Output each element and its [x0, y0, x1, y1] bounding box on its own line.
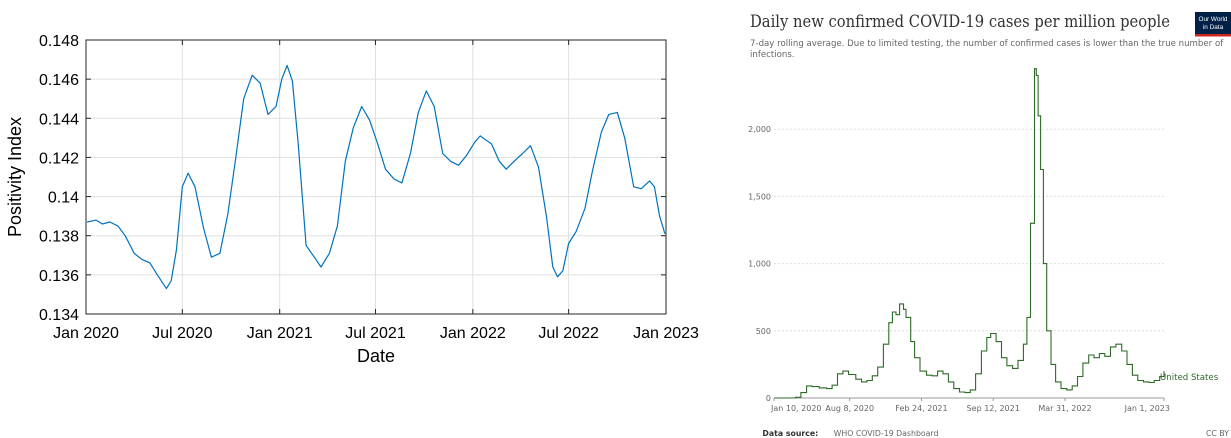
- y-tick-label: 0.142: [39, 150, 79, 167]
- owid-covid-chart: Daily new confirmed COVID-19 cases per m…: [748, 12, 1231, 438]
- y-tick-label: 0.146: [39, 72, 79, 89]
- x-tick-label: Jan 2022: [440, 325, 506, 342]
- positivity-index-line: [86, 64, 666, 290]
- plot-frame: [85, 39, 667, 315]
- x-tick-label: Jan 2023: [633, 325, 699, 342]
- y-tick-label: 0.144: [39, 111, 79, 128]
- y-tick-label: 0.136: [39, 268, 79, 285]
- x-tick-label: Jan 1, 2023: [1124, 404, 1170, 413]
- x-tick-label: Feb 24, 2021: [895, 404, 947, 413]
- x-tick-label: Jan 2021: [247, 325, 313, 342]
- series-line: [86, 64, 666, 290]
- data-source-label: Data source:: [762, 429, 818, 438]
- logo-text-line-1: Our World: [1198, 16, 1227, 23]
- y-tick-label: 0.134: [39, 307, 79, 324]
- x-tick-label: Jan 2020: [53, 325, 119, 342]
- grid: [774, 128, 1164, 399]
- y-tick-label: 0: [766, 394, 771, 403]
- data-source-value: WHO COVID-19 Dashboard: [834, 429, 939, 438]
- chart-title: Daily new confirmed COVID-19 cases per m…: [750, 12, 1170, 31]
- x-tick-label: Sep 12, 2021: [967, 404, 1020, 413]
- y-tick-label: 1,500: [748, 192, 771, 201]
- united-states-line[interactable]: [774, 68, 1165, 399]
- logo-text-line-2: in Data: [1203, 24, 1224, 31]
- chart-subtitle-line-1: 7-day rolling average. Due to limited te…: [750, 39, 1224, 49]
- y-tick-label: 0.14: [48, 190, 79, 207]
- license[interactable]: CC BY: [1206, 429, 1229, 438]
- x-tick-label: Jan 10, 2020: [770, 404, 822, 413]
- y-tick-label: 1,000: [748, 260, 771, 269]
- x-tick-label: Mar 31, 2022: [1038, 404, 1091, 413]
- y-tick-label: 0.138: [39, 229, 79, 246]
- y-axis-label: Positivity Index: [5, 117, 25, 237]
- ticks: 0.134 0.136 0.138 0.14 0.142 0.144 0.146 0.148 J…: [39, 33, 699, 342]
- y-tick-label: 0.148: [39, 33, 79, 50]
- x-tick-label: Jul 2022: [538, 325, 599, 342]
- series-label-united-states[interactable]: United States: [1160, 373, 1219, 383]
- x-tick-label: Jul 2020: [152, 325, 213, 342]
- ticks: 0 500 1,000 1,500 2,000 Jan 10, 2020 Aug 8, 20…: [748, 125, 1170, 413]
- x-tick-label: Jul 2021: [345, 325, 406, 342]
- positivity-index-chart: 0.134 0.136 0.138 0.14 0.142 0.144 0.146 0.148 J…: [5, 33, 699, 366]
- chart-subtitle-line-2: infections.: [750, 50, 795, 60]
- x-axis-label: Date: [357, 346, 395, 366]
- data-source: Data source: WHO COVID-19 Dashboard: [750, 429, 946, 438]
- series-area: [774, 68, 1165, 399]
- x-tick-label: Aug 8, 2020: [825, 404, 874, 413]
- owid-logo: Our World in Data: [1195, 12, 1231, 37]
- y-tick-label: 500: [756, 327, 771, 336]
- y-tick-label: 2,000: [748, 125, 771, 134]
- chart-subtitle: 7-day rolling average. Due to limited te…: [750, 39, 1231, 60]
